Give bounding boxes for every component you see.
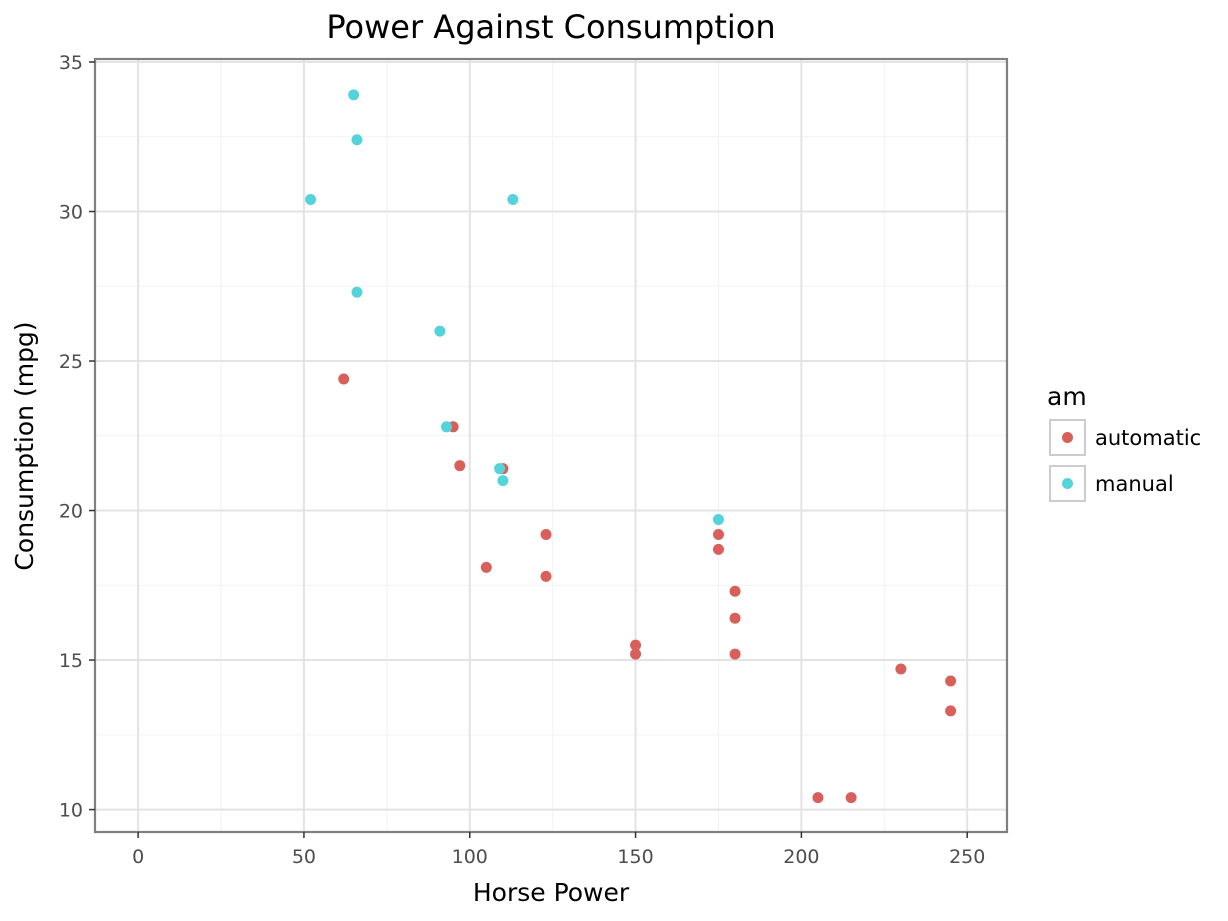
data-point-manual [494,463,506,475]
legend-marker-automatic [1062,432,1073,443]
data-point-automatic [729,612,741,624]
data-point-automatic [480,561,492,573]
data-point-manual [351,134,363,146]
y-tick-label: 10 [59,800,83,822]
data-point-automatic [454,460,466,472]
data-point-manual [712,514,724,526]
legend-label-manual: manual [1095,472,1174,496]
legend-marker-manual [1062,478,1073,489]
y-tick-label: 20 [59,501,83,523]
data-point-automatic [540,570,552,582]
y-tick-label: 25 [59,351,83,373]
y-axis: 10 15 20 25 30 35 [59,52,95,822]
data-point-automatic [630,639,642,651]
legend-key-box [1049,419,1086,456]
x-axis: 0 50 100 150 200 250 [132,832,985,868]
data-point-automatic [712,543,724,555]
data-point-automatic [812,792,824,804]
data-point-manual [305,194,317,206]
legend-items: automatic manual [1049,419,1201,502]
data-point-manual [497,475,509,487]
data-point-automatic [540,528,552,540]
legend-label-automatic: automatic [1095,426,1201,450]
data-point-automatic [729,585,741,597]
x-tick-label: 200 [783,846,819,868]
data-point-automatic [845,792,857,804]
x-tick-label: 100 [452,846,488,868]
y-tick-label: 30 [59,202,83,224]
data-point-manual [351,286,363,298]
major-gridlines [95,59,1007,832]
plot-panel [95,59,1007,832]
x-tick-label: 150 [617,846,653,868]
data-point-manual [348,89,360,101]
data-point-manual [434,325,446,337]
x-axis-title: Horse Power [473,878,630,907]
data-point-automatic [630,648,642,660]
y-axis-title: Consumption (mpg) [10,321,39,570]
x-tick-label: 250 [949,846,985,868]
y-tick-label: 35 [59,52,83,74]
data-points [305,89,957,804]
minor-gridlines [95,59,1007,832]
data-point-automatic [895,663,907,675]
x-tick-label: 50 [292,846,316,868]
data-point-automatic [945,705,957,717]
legend-title: am [1047,382,1087,411]
data-point-automatic [712,528,724,540]
data-point-automatic [729,648,741,660]
plot-border [93,57,1009,834]
x-tick-label: 0 [132,846,144,868]
data-point-manual [441,421,453,433]
legend: am automatic manual [1047,382,1201,502]
data-point-automatic [945,675,957,687]
chart-title: Power Against Consumption [326,8,775,46]
data-point-manual [507,194,519,206]
y-tick-label: 15 [59,650,83,672]
plot-area [93,57,1009,834]
data-point-automatic [338,373,350,385]
